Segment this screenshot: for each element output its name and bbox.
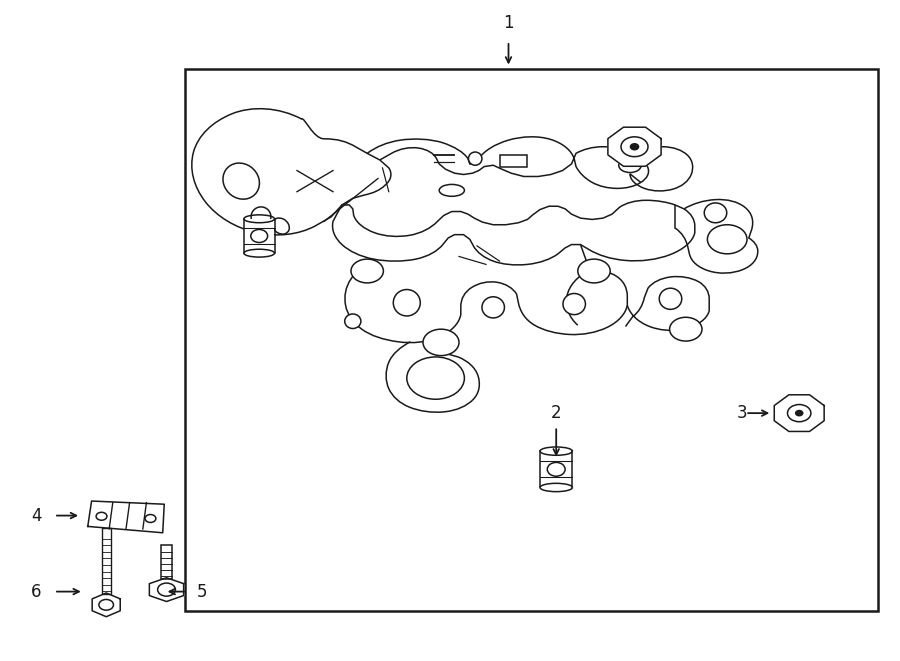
Bar xyxy=(540,451,572,488)
Ellipse shape xyxy=(563,293,586,315)
Bar xyxy=(500,155,526,167)
Polygon shape xyxy=(92,593,121,617)
Circle shape xyxy=(158,583,176,596)
Ellipse shape xyxy=(439,184,464,196)
Polygon shape xyxy=(149,578,184,602)
Circle shape xyxy=(621,137,648,157)
Ellipse shape xyxy=(345,314,361,329)
Ellipse shape xyxy=(469,152,482,165)
Ellipse shape xyxy=(393,290,420,316)
Polygon shape xyxy=(608,127,662,167)
Ellipse shape xyxy=(251,229,267,243)
Ellipse shape xyxy=(251,207,271,227)
Ellipse shape xyxy=(704,203,727,223)
Bar xyxy=(161,545,172,579)
Circle shape xyxy=(423,329,459,356)
Text: 5: 5 xyxy=(197,582,208,601)
Circle shape xyxy=(707,225,747,254)
Bar xyxy=(102,528,111,594)
Ellipse shape xyxy=(482,297,504,318)
Circle shape xyxy=(578,259,610,283)
Ellipse shape xyxy=(659,288,682,309)
Text: 1: 1 xyxy=(503,14,514,32)
Circle shape xyxy=(407,357,464,399)
Ellipse shape xyxy=(619,158,641,173)
Circle shape xyxy=(351,259,383,283)
Circle shape xyxy=(630,143,638,149)
Circle shape xyxy=(796,410,803,416)
Circle shape xyxy=(96,512,107,520)
Ellipse shape xyxy=(547,463,565,476)
Polygon shape xyxy=(88,501,165,533)
Polygon shape xyxy=(774,395,824,432)
Ellipse shape xyxy=(273,218,289,234)
Text: 2: 2 xyxy=(551,404,562,422)
Text: 6: 6 xyxy=(31,582,41,601)
Circle shape xyxy=(99,600,113,610)
Circle shape xyxy=(788,405,811,422)
Circle shape xyxy=(670,317,702,341)
Ellipse shape xyxy=(223,163,259,199)
Text: 3: 3 xyxy=(737,404,748,422)
Text: 4: 4 xyxy=(31,506,41,525)
Circle shape xyxy=(145,514,156,522)
Bar xyxy=(184,69,878,611)
Bar xyxy=(244,219,274,253)
